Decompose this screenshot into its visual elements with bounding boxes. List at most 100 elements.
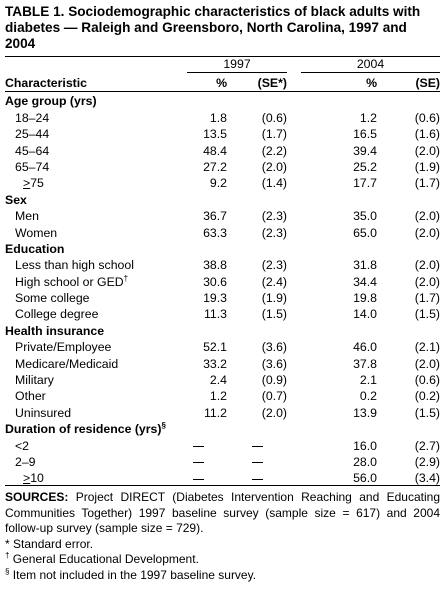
footnote-ged: † General Educational Development. <box>5 551 199 567</box>
pct-1997-cell: 52.1 <box>203 340 227 355</box>
table-page: TABLE 1. Sociodemographic characteristic… <box>5 0 441 583</box>
section-header: Health insurance <box>5 323 105 338</box>
se-1997-cell: (2.0) <box>261 159 288 174</box>
pct-1997-cell: 63.3 <box>203 225 227 240</box>
row-label: Private/Employee <box>15 340 112 355</box>
section-header: Age group (yrs) <box>5 94 97 109</box>
pct-1997-cell: 11.2 <box>203 405 227 420</box>
pct-1997-cell: 48.4 <box>203 143 227 158</box>
se-2004-cell: (1.7) <box>414 291 441 306</box>
row-label: Medicare/Medicaid <box>15 356 119 371</box>
pct-1997-cell: 9.2 <box>209 176 227 191</box>
pct-2004-header: % <box>366 76 378 90</box>
se-2004-cell: (1.5) <box>414 405 441 420</box>
row-label: <2 <box>15 438 30 453</box>
pct-1997-cell: 1.8 <box>209 110 227 125</box>
table-row: 18–24 1.8 (0.6) 1.2 (0.6) <box>5 108 440 125</box>
table-row: >10 56.0 (3.4) <box>5 469 440 485</box>
pct-2004-cell: 16.5 <box>353 127 378 142</box>
table-footnotes: SOURCES: Project DIRECT (Diabetes Interv… <box>5 490 440 583</box>
se-1997-cell: (3.6) <box>261 340 288 355</box>
dash-mark <box>192 445 204 447</box>
row-label: >75 <box>23 176 44 191</box>
se-1997-cell: (0.6) <box>261 110 288 125</box>
row-label: 25–44 <box>15 127 50 142</box>
section-header: Duration of residence (yrs)§ <box>5 421 166 437</box>
year-1997-header: 1997 <box>177 57 288 73</box>
pct-1997-cell: 13.5 <box>203 127 227 142</box>
se-2004-cell: (2.0) <box>414 209 441 224</box>
pct-1997-cell: 27.2 <box>203 159 227 174</box>
se-2004-cell: (0.2) <box>414 389 441 404</box>
table-row: Women 63.3 (2.3) 65.0 (2.0) <box>5 223 440 240</box>
table-row: Medicare/Medicaid 33.2 (3.6) 37.8 (2.0) <box>5 354 441 371</box>
year-2004-header: 2004 <box>287 57 441 73</box>
dash-mark <box>251 445 263 447</box>
row-label: 18–24 <box>15 110 50 125</box>
pct-1997-cell <box>177 436 227 452</box>
table-row: 25–44 13.5 (1.7) 16.5 (1.6) <box>5 125 440 141</box>
row-label: 45–64 <box>15 143 50 158</box>
sources-text: Project DIRECT (Diabetes Intervention Re… <box>5 490 440 536</box>
se-2004-header: (SE) <box>415 76 441 90</box>
footnote-se: * Standard error. <box>5 536 94 551</box>
row-label: Men <box>15 209 39 224</box>
pct-1997-cell <box>177 469 227 485</box>
se-2004-cell: (2.7) <box>414 438 441 453</box>
pct-2004-cell: 39.4 <box>353 143 378 158</box>
table-row: Less than high school 38.8 (2.3) 31.8 (2.0) <box>5 256 440 272</box>
table-row: 45–64 48.4 (2.2) 39.4 (2.0) <box>5 141 441 158</box>
dash-mark <box>251 478 263 480</box>
pct-2004-cell: 65.0 <box>353 225 378 240</box>
table-row: 65–74 27.2 (2.0) 25.2 (1.9) <box>5 158 440 174</box>
se-2004-cell: (2.0) <box>414 274 441 289</box>
pct-2004-cell: 37.8 <box>353 356 378 371</box>
sources-note: SOURCES: Project DIRECT (Diabetes Interv… <box>5 490 440 537</box>
dash-mark <box>251 462 263 464</box>
pct-2004-cell: 17.7 <box>353 176 378 191</box>
table-row: Other 1.2 (0.7) 0.2 (0.2) <box>5 387 440 403</box>
row-label: >10 <box>23 471 44 486</box>
se-2004-cell: (1.9) <box>414 159 441 174</box>
pct-1997-cell: 19.3 <box>203 291 227 306</box>
pct-2004-cell: 16.0 <box>353 438 378 453</box>
table-row: Uninsured 11.2 (2.0) 13.9 (1.5) <box>5 403 441 420</box>
table-row: <2 16.0 (2.7) <box>5 436 441 453</box>
row-label: 65–74 <box>15 159 50 174</box>
se-2004-cell: (1.6) <box>414 127 441 142</box>
row-label: College degree <box>15 307 99 322</box>
se-1997-cell <box>227 469 287 485</box>
se-1997-cell: (1.7) <box>261 127 288 142</box>
pct-1997-cell: 38.8 <box>203 258 227 273</box>
se-1997-cell: (3.6) <box>261 356 288 371</box>
pct-1997-cell: 30.6 <box>203 274 227 289</box>
row-label: Military <box>15 373 54 388</box>
data-table: 1997 2004 Characteristic % (SE*) % (SE) … <box>5 57 441 485</box>
table-row: College degree 11.3 (1.5) 14.0 (1.5) <box>5 305 440 321</box>
table-title: TABLE 1. Sociodemographic characteristic… <box>5 4 421 51</box>
row-label: High school or GED† <box>15 273 129 289</box>
se-1997-cell: (1.5) <box>261 307 288 322</box>
pct-1997-cell: 33.2 <box>203 356 227 371</box>
pct-1997-cell <box>177 453 227 469</box>
pct-2004-cell: 1.2 <box>359 110 378 125</box>
pct-2004-cell: 19.8 <box>353 291 378 306</box>
se-1997-cell: (0.9) <box>261 373 288 388</box>
table-row: 2–9 28.0 (2.9) <box>5 453 440 469</box>
se-2004-cell: (2.0) <box>414 143 441 158</box>
se-2004-cell: (1.5) <box>414 307 441 322</box>
se-1997-cell: (1.9) <box>261 291 288 306</box>
footnote-residence: § Item not included in the 1997 baseline… <box>5 566 257 582</box>
bottom-rule <box>5 485 440 487</box>
pct-2004-cell: 25.2 <box>353 159 378 174</box>
dash-mark <box>192 462 204 464</box>
pct-2004-cell: 46.0 <box>353 340 378 355</box>
se-1997-cell: (2.3) <box>261 225 288 240</box>
se-1997-header: (SE*) <box>257 76 288 90</box>
se-1997-cell: (0.7) <box>261 389 288 404</box>
se-2004-cell: (2.0) <box>414 258 441 273</box>
pct-1997-cell: 2.4 <box>209 373 227 388</box>
pct-2004-cell: 35.0 <box>353 209 378 224</box>
se-2004-cell: (1.7) <box>414 176 441 191</box>
se-2004-cell: (2.0) <box>414 356 441 371</box>
